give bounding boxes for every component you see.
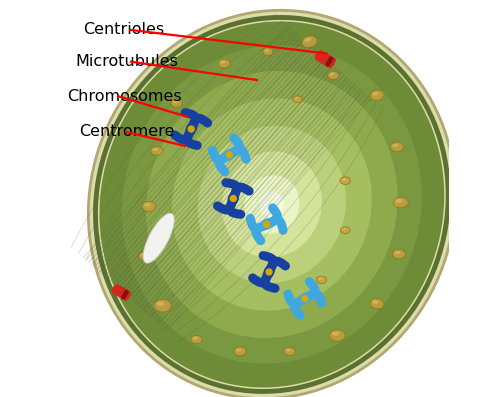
Ellipse shape (244, 175, 300, 234)
Ellipse shape (171, 99, 182, 107)
Circle shape (327, 62, 330, 65)
Ellipse shape (156, 302, 164, 306)
Ellipse shape (138, 252, 151, 260)
Circle shape (123, 293, 126, 297)
Ellipse shape (88, 10, 456, 397)
Circle shape (226, 152, 232, 158)
Circle shape (124, 293, 127, 296)
Ellipse shape (392, 249, 406, 259)
Ellipse shape (332, 332, 339, 335)
Ellipse shape (142, 201, 156, 212)
Circle shape (122, 295, 126, 298)
Ellipse shape (264, 49, 269, 52)
Ellipse shape (316, 276, 326, 284)
Ellipse shape (370, 299, 384, 309)
Ellipse shape (234, 347, 246, 356)
Text: Centromere: Centromere (80, 124, 174, 139)
Circle shape (188, 126, 194, 132)
Ellipse shape (372, 300, 378, 304)
Ellipse shape (192, 337, 198, 339)
Ellipse shape (372, 92, 378, 96)
Text: Chromosomes: Chromosomes (68, 89, 182, 104)
Ellipse shape (146, 71, 398, 338)
Ellipse shape (190, 335, 202, 343)
Circle shape (264, 222, 270, 227)
Circle shape (124, 291, 128, 295)
Ellipse shape (260, 192, 284, 217)
Ellipse shape (340, 227, 350, 234)
Ellipse shape (294, 97, 298, 99)
Ellipse shape (150, 146, 163, 155)
Ellipse shape (144, 203, 150, 206)
Circle shape (329, 58, 332, 62)
Text: Microtubules: Microtubules (76, 54, 178, 69)
Ellipse shape (220, 61, 226, 64)
Ellipse shape (392, 144, 398, 147)
Ellipse shape (122, 45, 422, 364)
Ellipse shape (328, 71, 339, 79)
Ellipse shape (330, 73, 334, 75)
Ellipse shape (154, 299, 172, 312)
Ellipse shape (340, 177, 350, 185)
Ellipse shape (143, 213, 174, 263)
Ellipse shape (293, 96, 302, 103)
Ellipse shape (222, 151, 322, 258)
Ellipse shape (302, 36, 318, 48)
Ellipse shape (390, 142, 404, 152)
Ellipse shape (198, 126, 346, 283)
Circle shape (122, 296, 125, 299)
Ellipse shape (100, 21, 444, 387)
Ellipse shape (342, 178, 346, 181)
Ellipse shape (342, 228, 346, 230)
Circle shape (125, 290, 128, 293)
Ellipse shape (394, 197, 408, 208)
Ellipse shape (370, 90, 384, 100)
Ellipse shape (152, 148, 158, 151)
Ellipse shape (318, 278, 322, 280)
Ellipse shape (172, 98, 372, 310)
Ellipse shape (304, 38, 312, 42)
Ellipse shape (284, 347, 296, 355)
Ellipse shape (396, 199, 402, 202)
Ellipse shape (140, 253, 146, 256)
Ellipse shape (286, 349, 291, 351)
Circle shape (330, 57, 332, 60)
Ellipse shape (218, 59, 230, 68)
Ellipse shape (236, 349, 242, 351)
Circle shape (328, 60, 330, 64)
Circle shape (230, 196, 236, 202)
Circle shape (266, 269, 272, 275)
Ellipse shape (330, 330, 345, 341)
Circle shape (328, 60, 332, 63)
Circle shape (326, 63, 330, 66)
Ellipse shape (394, 251, 400, 254)
Circle shape (302, 295, 308, 302)
Text: Centrioles: Centrioles (84, 22, 164, 37)
Ellipse shape (172, 100, 178, 103)
Ellipse shape (262, 48, 273, 56)
